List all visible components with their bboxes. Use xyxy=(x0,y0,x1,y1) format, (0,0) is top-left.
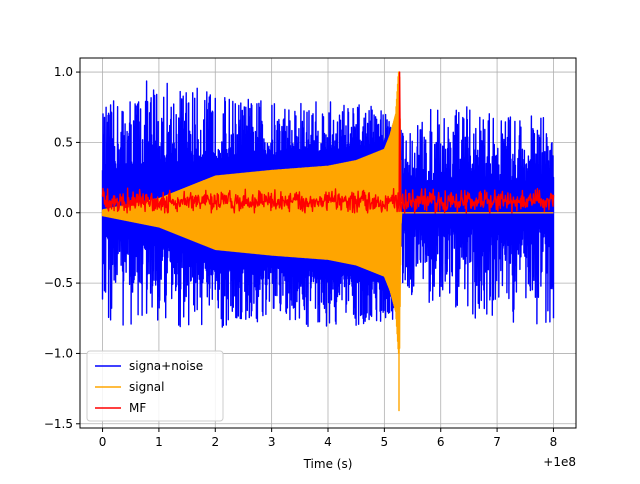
y-tick-label: 0.0 xyxy=(54,206,73,220)
series-layer xyxy=(101,71,555,412)
x-tick-label: 7 xyxy=(493,435,501,449)
legend-label: signa+noise xyxy=(129,359,203,373)
y-tick-label: −1.5 xyxy=(44,417,73,431)
x-axis: 0 1 2 3 4 5 6 7 8 xyxy=(99,428,558,449)
series-line-mf xyxy=(101,71,555,214)
legend-label: signal xyxy=(129,380,165,394)
legend-label: MF xyxy=(129,401,146,415)
legend: signa+noise signal MF xyxy=(86,350,224,422)
legend-box xyxy=(86,350,224,422)
y-axis: 1.0 0.5 0.0 −0.5 −1.0 −1.5 xyxy=(44,65,80,431)
x-offset-label: +1e8 xyxy=(543,455,576,469)
x-tick-label: 5 xyxy=(381,435,389,449)
x-tick-label: 6 xyxy=(437,435,445,449)
y-tick-label: −0.5 xyxy=(44,276,73,290)
x-tick-label: 0 xyxy=(99,435,107,449)
x-tick-label: 3 xyxy=(268,435,276,449)
y-tick-label: 0.5 xyxy=(54,135,73,149)
x-tick-label: 1 xyxy=(155,435,163,449)
x-tick-label: 4 xyxy=(324,435,332,449)
x-axis-label: Time (s) xyxy=(303,457,353,471)
x-tick-label: 2 xyxy=(211,435,219,449)
y-tick-label: −1.0 xyxy=(44,346,73,360)
x-tick-label: 8 xyxy=(550,435,558,449)
y-tick-label: 1.0 xyxy=(54,65,73,79)
